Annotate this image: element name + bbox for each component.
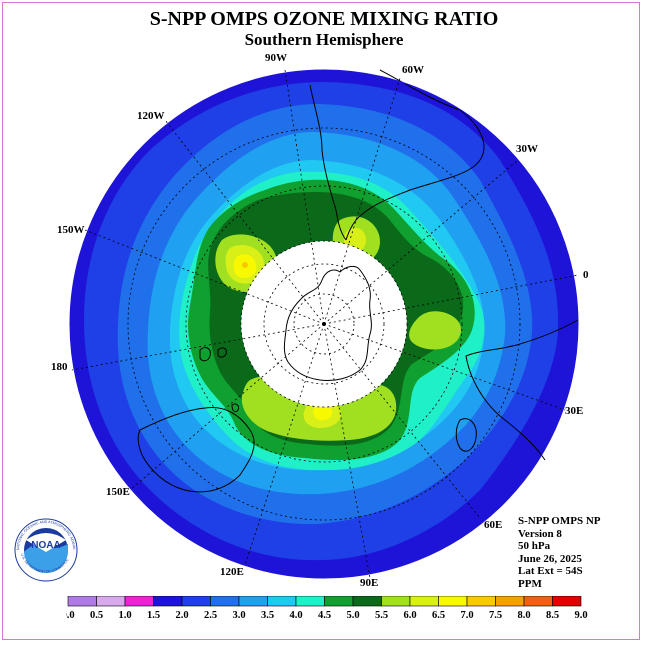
colorbar-tick-label: 3.5 <box>261 610 274 621</box>
colorbar-tick-label: 6.5 <box>432 610 445 621</box>
info-level: 50 hPa <box>518 540 551 552</box>
logo-text: NOAA <box>31 540 60 551</box>
meridian-0 <box>323 274 579 325</box>
madagascar-coast <box>455 418 477 452</box>
africa-coast <box>465 319 579 461</box>
level-6.0-atlantic <box>409 311 462 350</box>
latitude-circle-polar <box>263 263 385 385</box>
tasmania-coast <box>231 403 239 413</box>
ozone-contours <box>70 70 578 578</box>
colorbar-tick-label: 8.0 <box>517 610 530 621</box>
noaa-logo: NOAA NATIONAL OCEANIC AND ATMOSPHERIC AD… <box>14 518 78 582</box>
latitude-circle-pole <box>293 293 355 355</box>
lon-label-150e: 150E <box>106 486 130 498</box>
colorbar-swatch <box>210 596 240 607</box>
lon-label-90e: 90E <box>360 577 378 589</box>
colorbar-swatch <box>523 596 553 607</box>
lon-label-30w: 30W <box>516 143 538 155</box>
info-date: June 26, 2025 <box>518 552 582 565</box>
colorbar-tick-label: 7.5 <box>489 610 502 621</box>
colorbar-tick-label: 8.5 <box>546 610 559 621</box>
level-7.0-indian <box>313 403 333 421</box>
info-product: S-NPP OMPS NP <box>518 515 601 527</box>
colorbar-swatch <box>381 596 411 607</box>
meridian-60e <box>323 323 481 519</box>
lon-label-120e: 120E <box>220 566 244 578</box>
graticule <box>71 69 579 579</box>
colorbar-swatch <box>153 596 183 607</box>
colorbar-swatch <box>552 596 582 607</box>
coastlines <box>137 69 579 493</box>
colorbar-swatch <box>495 596 525 607</box>
australia-coast <box>137 406 255 493</box>
colorbar-labels: 0.0 0.5 1.0 1.5 2.0 2.5 3.0 3.5 4.0 4.5 5.0 5.5 6.0 6… <box>66 610 588 621</box>
meridian-120e <box>244 323 325 566</box>
meridian-90e <box>323 323 371 579</box>
info-version: Version 8 <box>518 527 562 540</box>
logo-bird <box>26 533 66 552</box>
page-subtitle: Southern Hemisphere <box>244 30 404 49</box>
lon-label-150w: 150W <box>57 224 85 236</box>
colorbar-swatch <box>67 596 97 607</box>
lon-label-0: 0 <box>583 269 589 281</box>
colorbar-swatch <box>466 596 496 607</box>
longitude-labels: 90W 60W 30W 0 30E 60E 90E 120E 150E 180 … <box>51 52 589 589</box>
meridian-30w <box>323 159 519 325</box>
colorbar-tick-label: 0.0 <box>66 610 75 621</box>
lon-label-90w: 90W <box>265 52 287 64</box>
colorbar-tick-label: 7.0 <box>460 610 473 621</box>
antarctica-coast <box>283 265 372 381</box>
map-boundary <box>69 69 579 579</box>
latitude-circle-inner <box>240 240 408 408</box>
colorbar-tick-label: 9.0 <box>574 610 587 621</box>
colorbar-swatch <box>267 596 297 607</box>
figure-frame <box>2 2 640 640</box>
latitude-circle-mid <box>185 185 463 463</box>
colorbar-swatch <box>438 596 468 607</box>
colorbar-swatch <box>238 596 268 607</box>
info-units: PPM <box>518 577 542 590</box>
lon-label-60e: 60E <box>484 519 502 531</box>
colorbar-swatch <box>96 596 126 607</box>
colorbar-tick-label: 5.0 <box>346 610 359 621</box>
colorbar-swatch <box>324 596 354 607</box>
colorbar-tick-label: 4.5 <box>318 610 331 621</box>
colorbar-swatch <box>409 596 439 607</box>
info-panel: S-NPP OMPS NP Version 8 50 hPa June 26, … <box>518 515 601 590</box>
colorbar-tick-label: 4.0 <box>289 610 302 621</box>
colorbar-tick-label: 2.0 <box>175 610 188 621</box>
colorbar-tick-label: 5.5 <box>375 610 388 621</box>
south-pole-marker <box>322 322 326 326</box>
colorbar-tick-label: 0.5 <box>90 610 103 621</box>
colorbar-tick-label: 2.5 <box>204 610 217 621</box>
colorbar-tick-label: 1.5 <box>147 610 160 621</box>
meridian-120w <box>164 119 325 325</box>
colorbar-tick-label: 1.0 <box>118 610 131 621</box>
latitude-circle-outer <box>127 127 521 521</box>
colorbar-swatch <box>124 596 154 607</box>
lon-label-180: 180 <box>51 361 68 373</box>
colorbar-swatches <box>67 596 582 607</box>
colorbar: 0.0 0.5 1.0 1.5 2.0 2.5 3.0 3.5 4.0 4.5 5.0 5.5 6.0 6… <box>66 596 588 621</box>
south-america-coast <box>309 69 485 241</box>
colorbar-tick-label: 6.0 <box>403 610 416 621</box>
new-zealand-coast <box>199 347 227 362</box>
info-lat-ext: Lat Ext = 54S <box>518 565 583 577</box>
logo-wave <box>24 544 69 574</box>
level-7.5-pacific <box>242 262 248 268</box>
lon-label-120w: 120W <box>137 110 165 122</box>
lon-label-30e: 30E <box>565 405 583 417</box>
colorbar-swatch <box>295 596 325 607</box>
colorbar-swatch <box>352 596 382 607</box>
page-title: S-NPP OMPS OZONE MIXING RATIO <box>149 8 499 30</box>
colorbar-swatch <box>181 596 211 607</box>
lon-label-60w: 60W <box>402 64 424 76</box>
colorbar-tick-label: 3.0 <box>232 610 245 621</box>
